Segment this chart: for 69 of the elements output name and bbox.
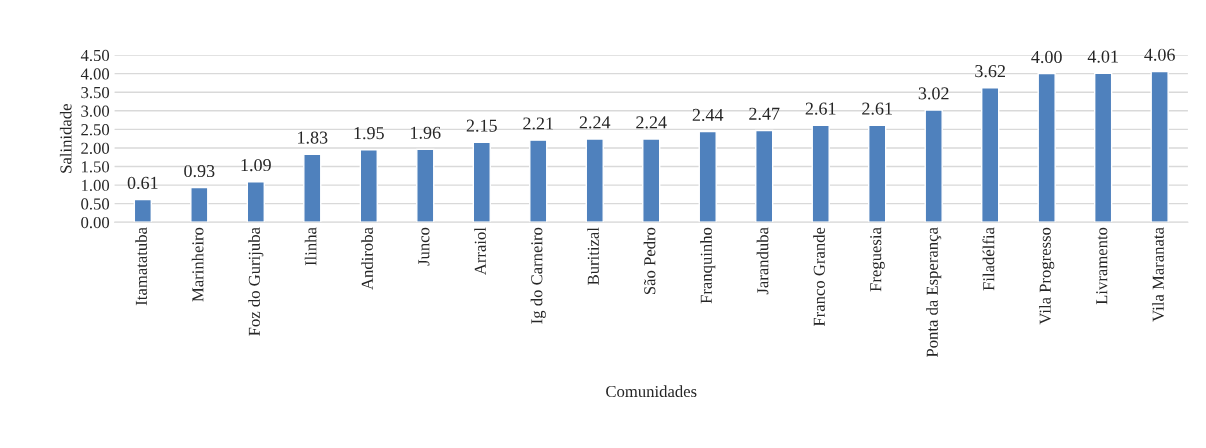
x-axis-title: Comunidades: [606, 385, 697, 398]
bar: [472, 141, 491, 223]
data-label: 2.47: [749, 107, 780, 120]
data-label: 1.96: [411, 126, 441, 139]
y-tick-label: 2.50: [81, 124, 110, 136]
data-label: 2.61: [862, 102, 892, 115]
data-label: 2.61: [805, 102, 836, 115]
bar: [416, 148, 435, 223]
bar: [1150, 70, 1169, 223]
x-tick-label: Buritizal: [587, 227, 599, 285]
y-tick-label: 3.00: [81, 105, 110, 117]
y-tick-label: 1.50: [82, 161, 110, 173]
bar: [303, 153, 322, 223]
y-tick-label: 2.00: [81, 142, 110, 154]
y-tick-label: 3.50: [81, 86, 110, 99]
bar: [868, 124, 887, 223]
x-tick-label: Ilinha: [304, 227, 317, 266]
bar: [981, 87, 1000, 223]
x-tick-label: Freguesia: [870, 227, 885, 292]
bar: [1037, 72, 1056, 223]
data-label: 4.00: [1031, 50, 1062, 64]
x-tick-label: Junco: [418, 227, 430, 266]
bar: [529, 139, 548, 223]
data-label: 1.83: [298, 131, 328, 144]
y-tick-label: 0.50: [81, 198, 110, 210]
bar: [811, 124, 830, 223]
bar: [190, 186, 209, 223]
bar: [924, 109, 943, 223]
data-label: 2.24: [636, 116, 667, 129]
y-tick-label: 1.00: [82, 179, 110, 192]
data-label: 1.95: [354, 127, 384, 140]
data-label: 1.09: [241, 158, 271, 172]
x-tick-label: Ponta da Esperança: [926, 227, 942, 358]
y-axis-title: Salinidade: [59, 104, 72, 173]
bar: [698, 130, 717, 223]
y-tick-label: 4.00: [80, 68, 110, 80]
x-tick-label: Jaranduba: [756, 227, 769, 295]
x-tick-label: Andiroba: [361, 227, 373, 290]
data-label: 4.06: [1144, 48, 1175, 61]
data-label: 0.93: [184, 164, 215, 178]
bar: [246, 181, 265, 223]
data-label: 2.44: [692, 108, 724, 122]
x-tick-label: Itamatatuba: [135, 227, 147, 306]
x-tick-label: Livramento: [1096, 227, 1108, 305]
bar: [585, 138, 604, 223]
data-label: 0.61: [127, 176, 158, 190]
x-tick-label: Arraiol: [474, 227, 486, 276]
bar: [642, 138, 661, 223]
data-label: 4.01: [1087, 50, 1118, 63]
data-label: 2.21: [523, 117, 553, 130]
y-tick-label: 4.50: [80, 49, 110, 62]
y-tick-label: 0.00: [81, 216, 110, 229]
x-tick-label: Vila Maranata: [1152, 227, 1164, 322]
data-label: 3.02: [918, 87, 949, 100]
x-tick-label: São Pedro: [643, 227, 656, 294]
x-tick-label: Foz do Gurijuba: [248, 227, 264, 336]
x-tick-label: Ig do Carneiro: [530, 227, 546, 324]
data-label: 2.24: [579, 116, 611, 129]
x-tick-label: Filadélfia: [982, 227, 995, 291]
bar: [359, 149, 378, 223]
x-tick-label: Vila Progresso: [1039, 227, 1055, 325]
bar: [755, 129, 774, 223]
data-label: 3.62: [975, 65, 1005, 78]
bar: [133, 198, 152, 223]
x-tick-label: Marinheiro: [191, 227, 204, 302]
x-tick-label: Franco Grande: [813, 227, 825, 327]
x-tick-label: Franquinho: [700, 227, 716, 304]
bar: [1094, 72, 1113, 223]
data-label: 2.15: [466, 119, 497, 132]
